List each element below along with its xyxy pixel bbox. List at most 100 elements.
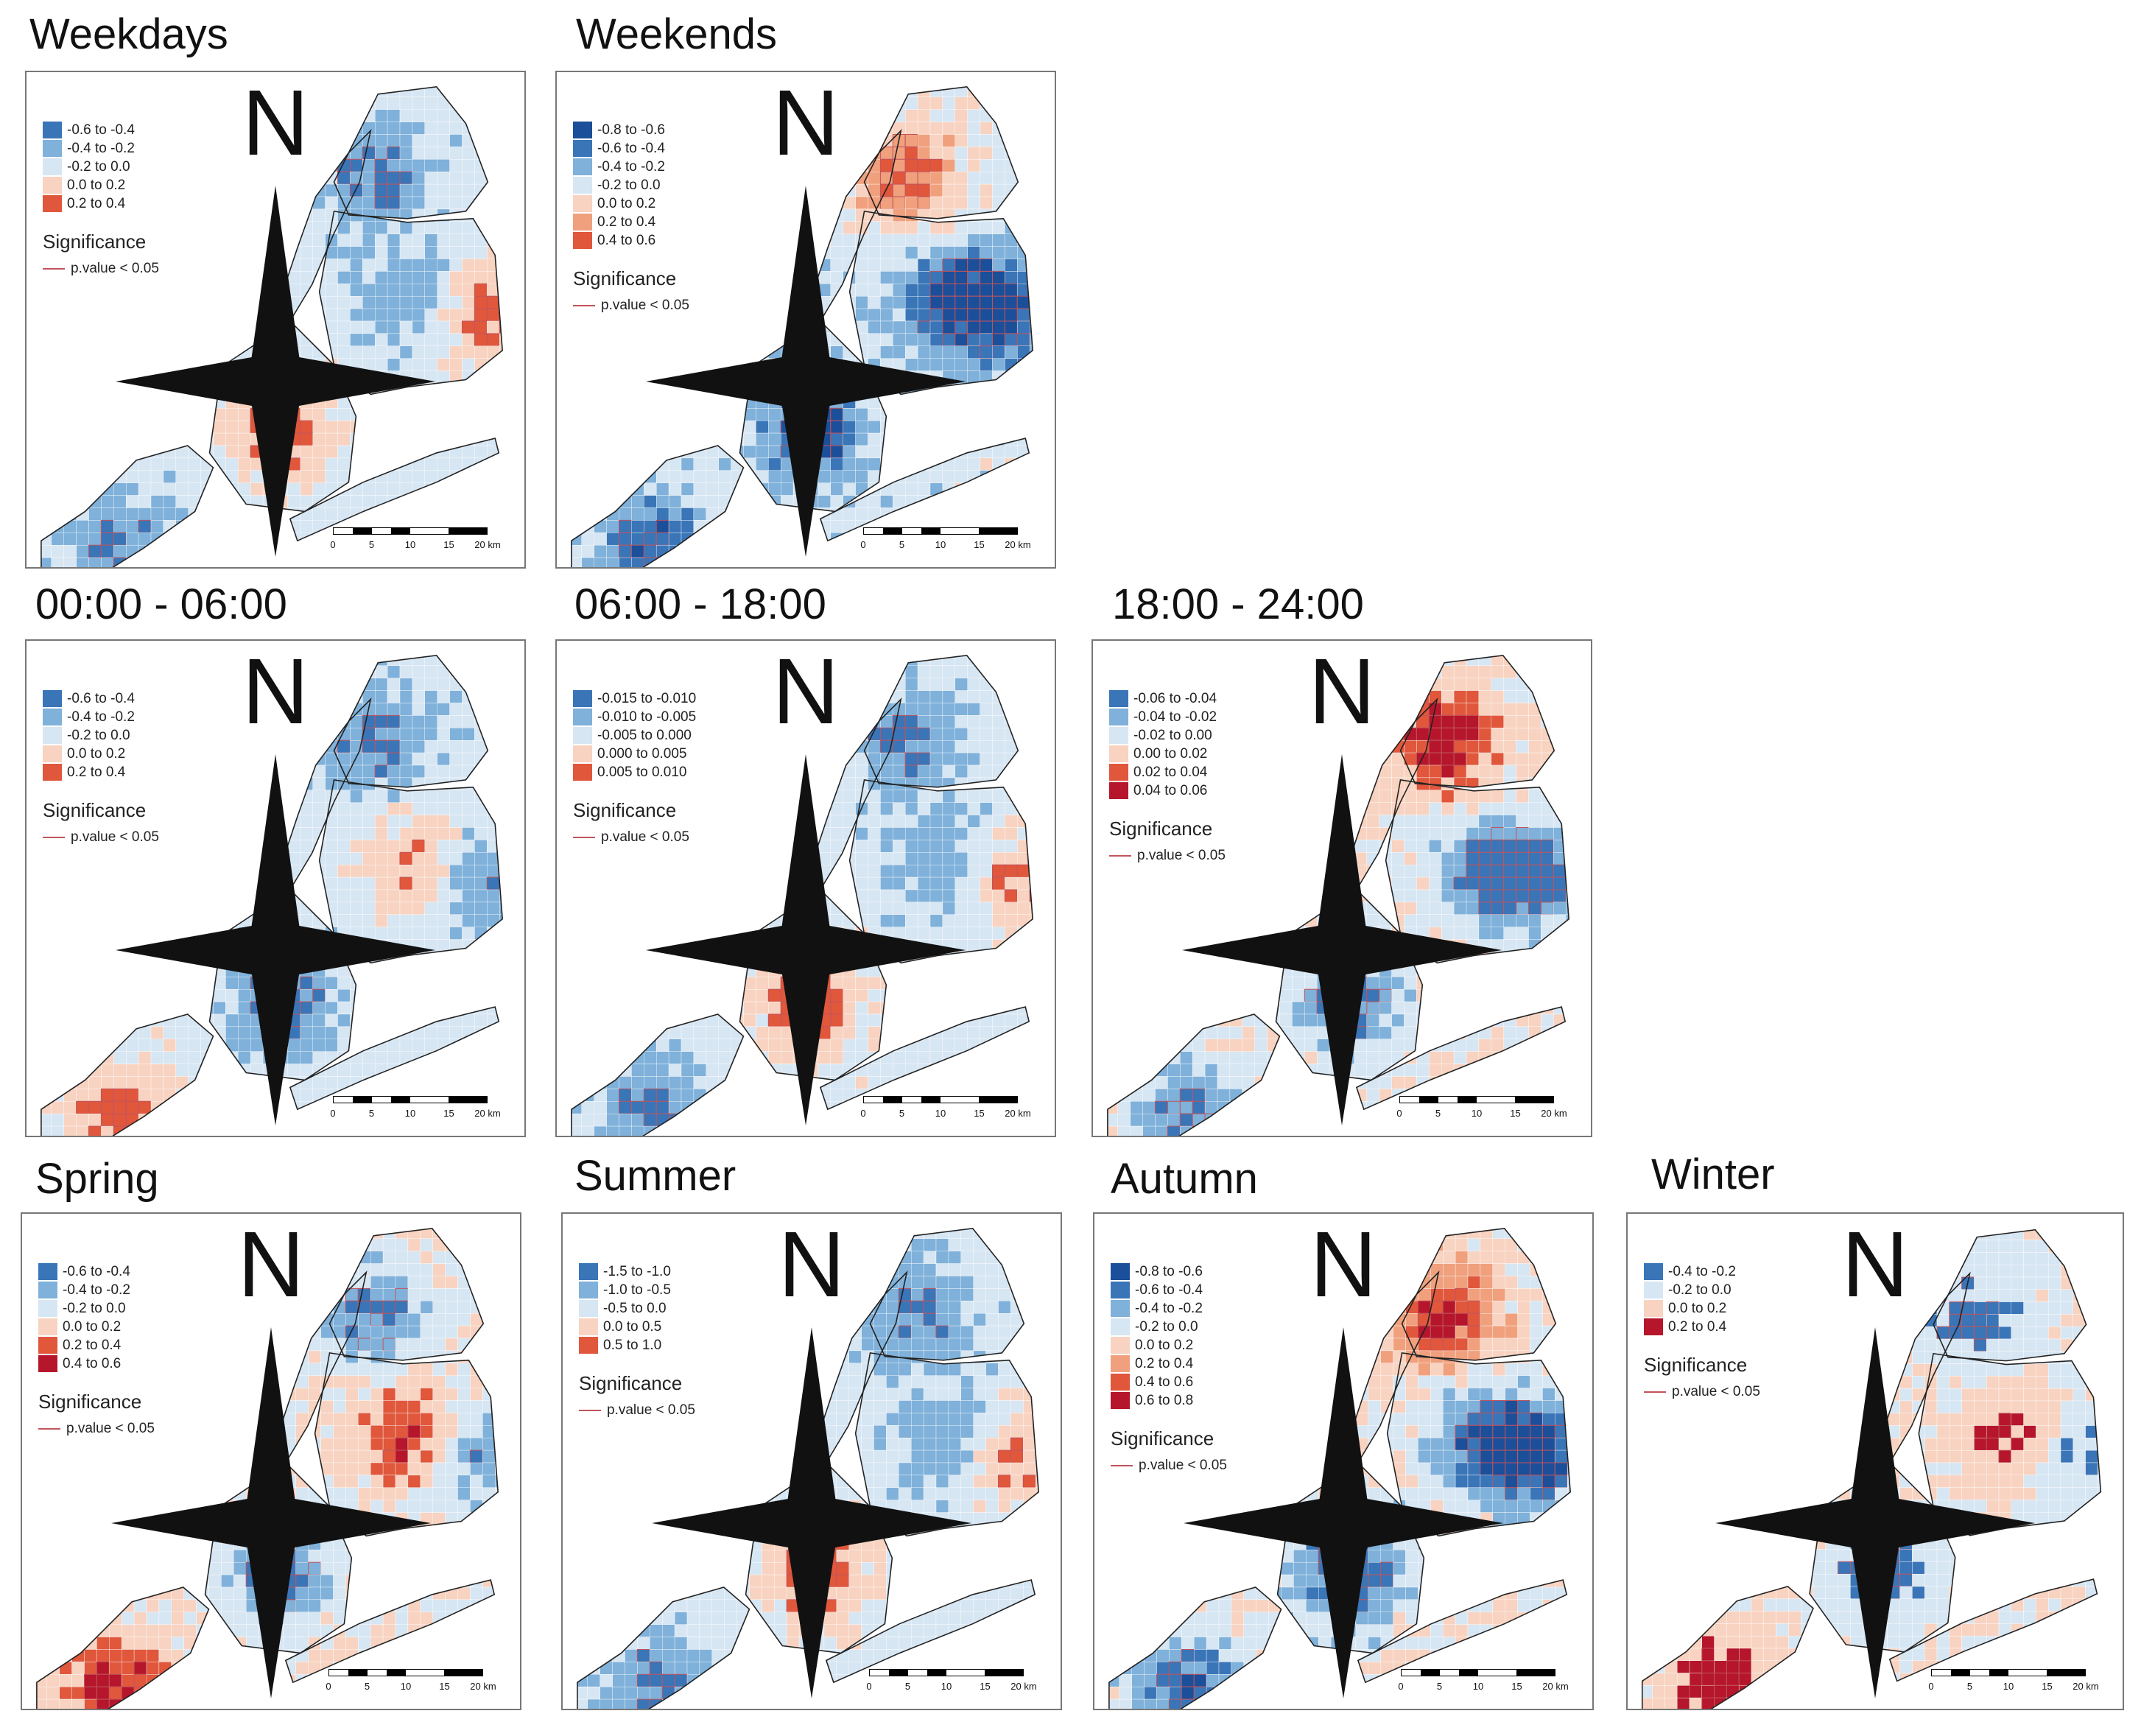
legend-label: 0.0 to 0.2 bbox=[1135, 1337, 1194, 1353]
legend-label: 0.4 to 0.6 bbox=[63, 1355, 122, 1371]
legend-swatch bbox=[573, 709, 592, 725]
legend-item: -0.4 to -0.2 bbox=[43, 139, 159, 158]
map-panel-weekends: -0.8 to -0.6 -0.6 to -0.4 -0.4 to -0.2 -0.2… bbox=[555, 71, 1056, 569]
legend-swatch bbox=[43, 158, 62, 175]
legend-item: 0.0 to 0.2 bbox=[1644, 1299, 1760, 1318]
legend-label: 0.0 to 0.2 bbox=[67, 177, 126, 193]
legend-swatch bbox=[1109, 709, 1128, 725]
significance-label: p.value < 0.05 bbox=[607, 1402, 695, 1418]
legend-swatch bbox=[1111, 1355, 1130, 1372]
legend-item: 0.0 to 0.2 bbox=[1111, 1336, 1227, 1354]
scale-tick-label: 20 km bbox=[1010, 1681, 1037, 1692]
significance-item: p.value < 0.05 bbox=[43, 829, 159, 846]
significance-item: p.value < 0.05 bbox=[1644, 1384, 1760, 1400]
borough-outline-staten bbox=[577, 1586, 750, 1709]
legend-item: -1.0 to -0.5 bbox=[579, 1281, 695, 1299]
legend-swatch bbox=[38, 1282, 57, 1299]
borough-outline-brook bbox=[1275, 888, 1424, 1081]
scale-tick-label: 0 bbox=[330, 539, 336, 550]
legend-label: 0.0 to 0.2 bbox=[597, 195, 656, 211]
legend-label: 0.0 to 0.5 bbox=[603, 1318, 662, 1335]
significance-label: p.value < 0.05 bbox=[601, 829, 689, 845]
legend-swatch bbox=[573, 195, 592, 212]
legend-label: -0.5 to 0.0 bbox=[603, 1300, 667, 1316]
scale-tick-label: 20 km bbox=[1541, 1108, 1567, 1119]
significance-item: p.value < 0.05 bbox=[1109, 848, 1226, 864]
legend-swatch bbox=[43, 195, 62, 212]
borough-outline-queens bbox=[318, 210, 503, 396]
map-legend: -0.6 to -0.4 -0.4 to -0.2 -0.2 to 0.0 0.0 t… bbox=[43, 121, 159, 277]
legend-swatch bbox=[1644, 1318, 1663, 1335]
borough-outline-manhat bbox=[1350, 1271, 1440, 1465]
legend-label: -0.02 to 0.00 bbox=[1133, 727, 1212, 743]
borough-outline-brook bbox=[1809, 1461, 1956, 1653]
legend-label: -0.2 to 0.0 bbox=[597, 177, 661, 193]
scale-tick-label: 15 bbox=[2042, 1681, 2053, 1692]
legend-item: -1.5 to -1.0 bbox=[579, 1262, 695, 1281]
significance-title: Significance bbox=[1644, 1354, 1748, 1376]
legend-label: -0.6 to -0.4 bbox=[597, 140, 665, 156]
legend-item: -0.4 to -0.2 bbox=[1644, 1262, 1760, 1281]
borough-outline-brook bbox=[745, 1461, 893, 1654]
legend-label: 0.00 to 0.02 bbox=[1133, 745, 1208, 762]
legend-label: -0.005 to 0.000 bbox=[597, 727, 692, 743]
svg-text:N: N bbox=[242, 72, 309, 175]
borough-outline-bronx bbox=[1401, 1228, 1557, 1361]
significance-item: p.value < 0.05 bbox=[573, 829, 696, 846]
legend-item: 0.2 to 0.4 bbox=[38, 1336, 155, 1354]
north-arrow-icon: N bbox=[116, 72, 435, 557]
map-canvas bbox=[36, 1228, 499, 1709]
legend-swatch bbox=[43, 745, 62, 762]
scale-tick-label: 10 bbox=[941, 1681, 952, 1692]
legend-item: -0.6 to -0.4 bbox=[43, 689, 159, 708]
legend-swatch bbox=[43, 140, 62, 157]
scale-tick-label: 5 bbox=[899, 1108, 905, 1119]
legend-label: 0.0 to 0.2 bbox=[63, 1318, 122, 1335]
scale-bar: 0 5 10 15 20 km bbox=[330, 1096, 501, 1125]
significance-title: Significance bbox=[38, 1391, 142, 1413]
legend-swatch bbox=[43, 177, 62, 194]
legend-swatch bbox=[1111, 1374, 1130, 1391]
scale-tick-label: 15 bbox=[974, 539, 985, 550]
legend-label: -1.0 to -0.5 bbox=[603, 1282, 671, 1298]
legend-item: 0.00 to 0.02 bbox=[1109, 745, 1226, 763]
legend-item: 0.000 to 0.005 bbox=[573, 745, 696, 763]
borough-outline-queens bbox=[314, 1352, 499, 1537]
borough-outline-manhat bbox=[1349, 697, 1438, 892]
legend-label: -0.2 to 0.0 bbox=[1668, 1282, 1732, 1298]
legend-label: -0.4 to -0.2 bbox=[597, 158, 665, 175]
significance-item: p.value < 0.05 bbox=[573, 298, 689, 314]
borough-outline-manhat bbox=[1882, 1271, 1971, 1465]
map-panel-spring: -0.6 to -0.4 -0.4 to -0.2 -0.2 to 0.0 0.0 t… bbox=[21, 1212, 521, 1710]
legend-item: -0.6 to -0.4 bbox=[43, 121, 159, 139]
scale-tick-label: 5 bbox=[1966, 1681, 1973, 1692]
map-canvas bbox=[571, 86, 1033, 567]
legend-label: 0.6 to 0.8 bbox=[1135, 1392, 1194, 1408]
scale-bar: 0 5 10 15 20 km bbox=[1928, 1669, 2099, 1698]
scale-tick-label: 20 km bbox=[1005, 1108, 1031, 1119]
legend-swatch bbox=[579, 1337, 598, 1354]
legend-item: -0.4 to -0.2 bbox=[43, 708, 159, 726]
legend-item: 0.0 to 0.2 bbox=[38, 1318, 155, 1336]
scale-tick-label: 5 bbox=[368, 539, 375, 550]
borough-outline-manhat bbox=[818, 1271, 908, 1465]
borough-outline-rock bbox=[1357, 1579, 1568, 1684]
borough-outline-bronx bbox=[333, 655, 489, 788]
legend-label: -1.5 to -1.0 bbox=[603, 1263, 671, 1279]
borough-outline-queens bbox=[854, 1352, 1039, 1537]
borough-outline-brook bbox=[208, 320, 357, 513]
map-panel-night: -0.6 to -0.4 -0.4 to -0.2 -0.2 to 0.0 0.0 t… bbox=[25, 639, 526, 1137]
legend-item: -0.4 to -0.2 bbox=[38, 1281, 155, 1299]
legend-item: -0.4 to -0.2 bbox=[573, 158, 689, 176]
borough-outline-manhat bbox=[278, 1271, 368, 1465]
legend-label: 0.0 to 0.2 bbox=[1668, 1300, 1727, 1316]
legend-item: 0.0 to 0.2 bbox=[573, 194, 689, 213]
borough-outline-rock bbox=[284, 1579, 496, 1684]
legend-swatch bbox=[38, 1300, 57, 1317]
legend-label: -0.4 to -0.2 bbox=[67, 709, 135, 725]
scale-tick-label: 15 bbox=[443, 539, 454, 550]
borough-outline-brook bbox=[204, 1461, 353, 1654]
legend-label: -0.6 to -0.4 bbox=[63, 1263, 130, 1279]
north-arrow-icon: N bbox=[116, 641, 435, 1125]
legend-swatch bbox=[573, 764, 592, 781]
